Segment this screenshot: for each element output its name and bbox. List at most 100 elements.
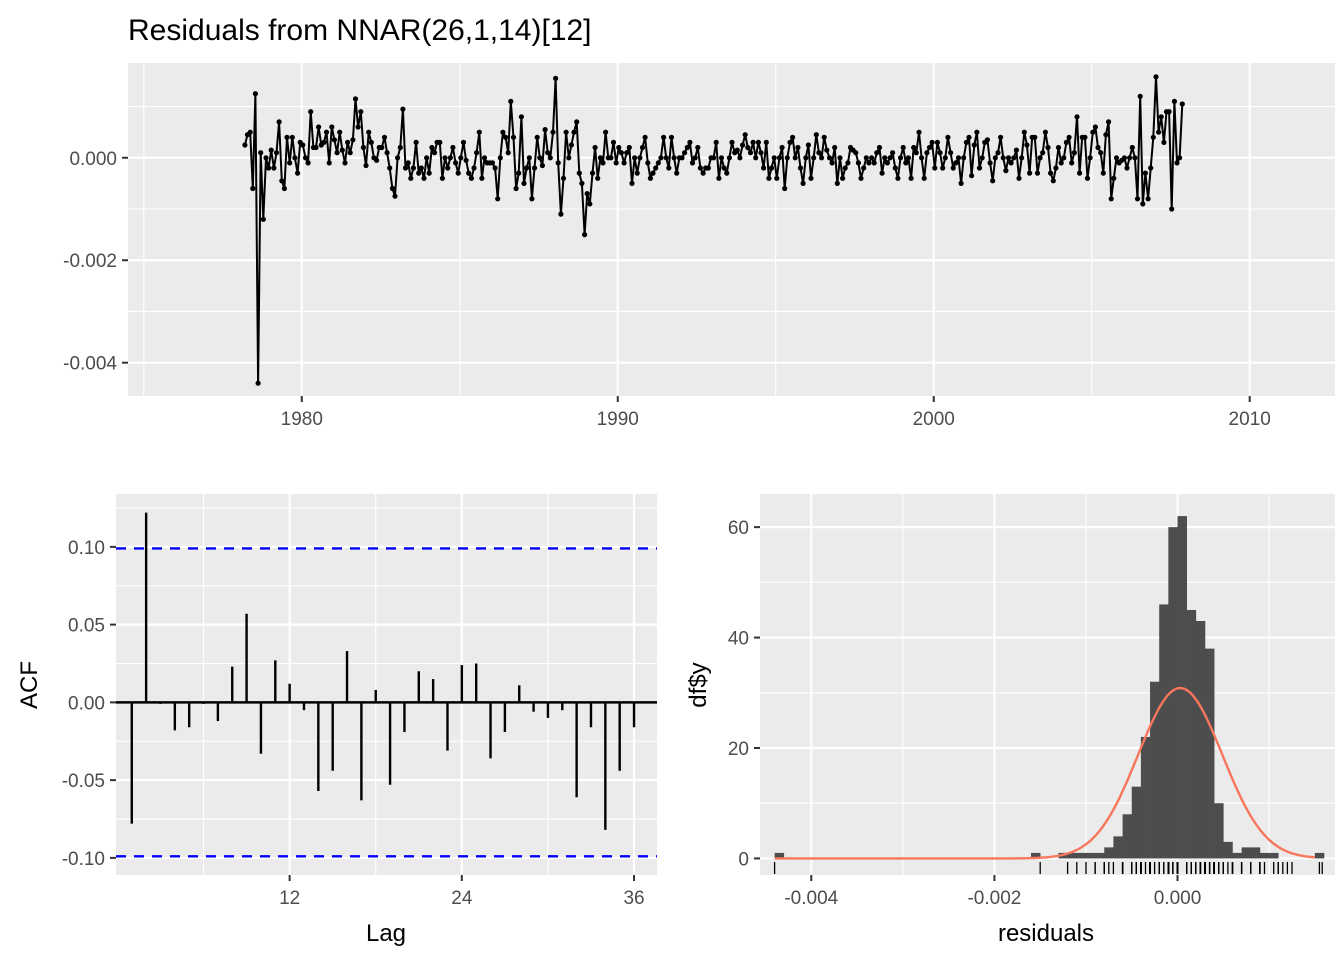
histogram-bar [1214,803,1224,859]
x-tick-label: 36 [623,888,644,909]
histogram-bar [1250,847,1261,859]
residual-point [445,165,451,171]
residual-point [1132,155,1138,161]
residual-point [255,380,261,386]
residual-point [1124,165,1130,171]
residual-point [655,160,661,166]
histogram-bar [1150,681,1160,859]
residual-point [600,160,606,166]
residual-point [597,155,604,161]
residual-point [424,155,430,161]
residual-point [940,165,946,171]
residual-point [926,144,933,151]
residual-point [697,165,704,171]
residual-point [784,155,790,161]
residual-point [995,150,1001,156]
histogram-bar [1104,847,1114,859]
residual-point [537,155,543,161]
residual-point [521,180,527,186]
residual-point [331,137,337,143]
residual-point [405,160,411,166]
residual-point [347,150,353,156]
residual-point [795,144,801,151]
histogram-bar [1241,847,1252,859]
acf-panel [116,494,657,875]
residual-point [429,144,435,151]
residual-point [308,109,314,115]
residual-point [410,165,416,171]
residual-point [366,129,372,135]
histogram-bar [1113,836,1123,859]
residual-point [632,155,638,161]
residual-point [992,155,998,161]
residual-point [568,142,575,148]
x-tick-label: 2010 [1229,409,1271,430]
residual-point [950,165,956,171]
residual-point [1074,114,1080,120]
residual-point [247,129,253,135]
residual-point [961,155,967,161]
residual-point [384,150,390,156]
residual-point [263,155,269,161]
y-tick-label: 0.10 [68,538,105,559]
residual-point [637,155,643,161]
residual-point [595,175,601,181]
residual-point [858,175,864,181]
residual-point [1042,129,1048,135]
residual-point [345,139,351,145]
y-tick-label: -0.004 [63,354,117,375]
residual-point [919,155,925,161]
residual-point [276,119,282,125]
residuals-axes: 1980 1990 2000 2010 -0.004 -0.002 0.000 [63,149,1271,430]
residual-point [458,155,464,161]
residual-point [560,175,567,181]
residual-point [679,155,685,161]
residual-point [524,165,530,171]
residual-point [1008,160,1014,166]
residual-point [481,155,488,161]
residuals-panel [128,63,1335,396]
residual-point [716,175,722,181]
residual-point [1106,119,1112,125]
residual-point [879,170,885,176]
acf-y-axis-title: ACF [16,661,43,709]
histogram-bar [1159,604,1169,859]
residual-point [929,139,935,145]
residual-point [969,173,975,179]
residual-point [1021,129,1027,135]
residual-point [924,150,930,156]
residual-point [350,137,356,143]
residual-point [1098,150,1104,156]
residual-point [1071,150,1077,156]
residual-point [1179,101,1185,107]
residual-point [374,157,380,163]
residual-point [1090,129,1096,135]
residual-point [418,165,424,171]
residual-point [1145,196,1151,202]
residual-point [705,165,711,171]
x-tick-label: -0.002 [967,888,1021,909]
residual-point [774,175,780,181]
residual-point [803,155,809,161]
residual-point [718,155,725,161]
residual-point [624,150,630,156]
histogram-bar [1031,852,1041,859]
residual-point [942,155,948,161]
residual-point [963,139,970,145]
x-tick-label: 1990 [597,409,639,430]
residual-point [958,180,964,186]
residual-point [887,155,893,161]
residual-point [695,144,701,151]
residual-point [389,185,395,192]
residual-point [1034,170,1041,176]
residual-point [508,98,514,104]
residual-point [503,134,509,140]
residual-point [1158,114,1164,120]
residual-point [811,155,817,161]
residual-point [337,129,343,135]
residual-point [531,165,538,171]
residual-point [837,155,843,161]
residual-point [358,109,364,115]
y-tick-label: -0.10 [62,849,105,870]
residual-point [426,170,432,176]
